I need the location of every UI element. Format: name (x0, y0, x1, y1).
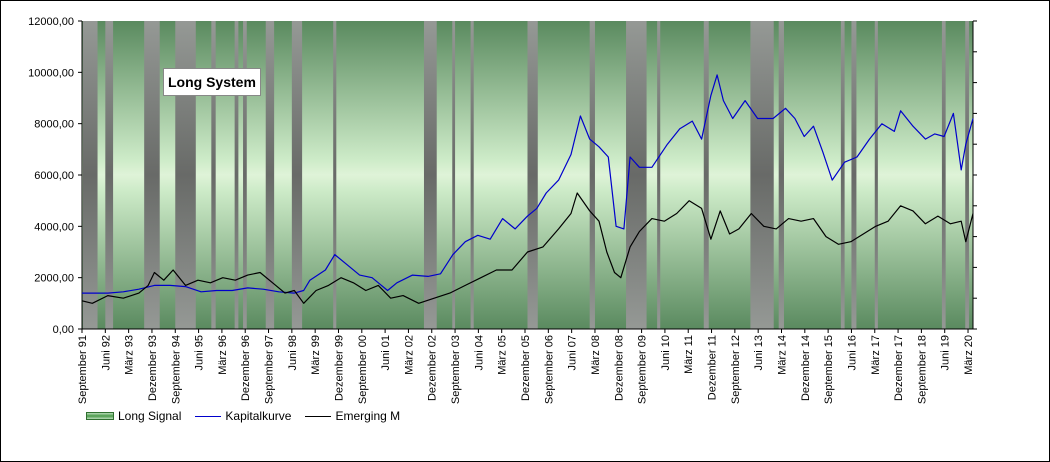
signal-band (874, 21, 878, 329)
x-tick-label: Dezember 11 (707, 335, 719, 400)
signal-band (452, 21, 456, 329)
series-line-emerging-m (81, 192, 974, 304)
x-tick-label: September 15 (823, 335, 835, 404)
signal-band (941, 21, 946, 329)
x-tick-label: März 02 (403, 335, 415, 375)
signal-band (211, 21, 216, 329)
x-tick-label: September 94 (170, 335, 182, 404)
signal-band (851, 21, 857, 329)
x-axis-ticks: September 91 Juni 92 März 93 Dezember 93 Sep… (77, 329, 975, 404)
x-tick-label: Juni 13 (753, 335, 765, 370)
signal-band (750, 21, 774, 329)
x-tick-label: Juni 95 (194, 335, 206, 370)
x-tick-label: März 08 (590, 335, 602, 375)
legend-item-long-signal: Long Signal (86, 409, 181, 423)
legend: Long Signal Kapitalkurve Emerging M (86, 406, 414, 426)
signal-band (144, 21, 160, 329)
signal-band (778, 21, 784, 329)
x-tick-label: Juni 98 (287, 335, 299, 370)
x-tick-label: Dezember 96 (240, 335, 252, 401)
y-tick-label: 10000,00 (28, 67, 74, 79)
x-tick-label: September 97 (264, 335, 276, 404)
y-tick-label: 2000,00 (34, 273, 74, 285)
legend-label-long-signal: Long Signal (118, 409, 182, 423)
x-tick-label: März 99 (310, 335, 322, 375)
y-tick-label: 8000,00 (34, 119, 74, 131)
x-tick-label: September 06 (543, 335, 555, 404)
y-tick-label: 6000,00 (34, 170, 74, 182)
signal-band (234, 21, 239, 329)
signal-band (470, 21, 474, 329)
legend-label-kapitalkurve: Kapitalkurve (225, 409, 292, 423)
signal-band (82, 21, 98, 329)
signal-band (527, 21, 538, 329)
signal-band (333, 21, 337, 329)
signal-band (840, 21, 845, 329)
x-tick-label: September 03 (450, 335, 462, 404)
chart-title: Long System (163, 68, 261, 96)
legend-swatch-kapitalkurve (195, 415, 222, 417)
y-axis-ticks: 0,00 2000,00 4000,00 6000,00 8000,00 10000,00… (28, 16, 82, 336)
signal-band (291, 21, 303, 329)
signal-bands (82, 21, 969, 329)
x-tick-label: März 17 (870, 335, 882, 375)
signal-band (703, 21, 709, 329)
legend-swatch-emerging-m (305, 415, 332, 417)
legend-item-kapitalkurve: Kapitalkurve (195, 409, 291, 423)
x-tick-label: Dezember 93 (147, 335, 159, 401)
x-tick-label: Juni 01 (380, 335, 392, 370)
legend-label-emerging-m: Emerging M (335, 409, 401, 423)
x-tick-label: Dezember 99 (333, 335, 345, 401)
legend-item-emerging-m: Emerging M (305, 409, 400, 423)
x-tick-label: Juni 10 (660, 335, 672, 370)
signal-band (265, 21, 275, 329)
x-tick-label: September 00 (357, 335, 369, 404)
x-tick-label: Juni 16 (846, 335, 858, 370)
y-tick-label: 12000,00 (28, 16, 74, 28)
x-tick-label: März 96 (217, 335, 229, 375)
x-tick-label: Juni 07 (567, 335, 579, 370)
series-lines (81, 74, 974, 304)
x-tick-label: Juni 92 (100, 335, 112, 370)
x-tick-label: Dezember 05 (520, 335, 532, 401)
signal-band (589, 21, 595, 329)
signal-band (105, 21, 114, 329)
x-tick-label: September 09 (637, 335, 649, 404)
x-tick-label: März 05 (497, 335, 509, 375)
signal-band (243, 21, 247, 329)
x-tick-label: September 12 (730, 335, 742, 404)
x-tick-label: September 18 (916, 335, 928, 404)
x-tick-label: Juni 19 (940, 335, 952, 370)
x-tick-label: Dezember 14 (800, 335, 812, 401)
x-tick-label: März 93 (124, 335, 136, 375)
x-tick-label: Dezember 08 (613, 335, 625, 401)
series-line-kapitalkurve (82, 74, 974, 294)
signal-band (657, 21, 661, 329)
signal-band (626, 21, 647, 329)
y-tick-label: 4000,00 (34, 221, 74, 233)
signal-band (965, 21, 969, 329)
x-tick-label: März 14 (776, 335, 788, 375)
x-tick-label: März 20 (963, 335, 975, 375)
y-tick-label: 0,00 (53, 324, 74, 336)
signal-band (423, 21, 437, 329)
legend-swatch-long-signal (86, 412, 114, 420)
x-tick-label: September 91 (77, 335, 89, 404)
x-tick-label: Dezember 17 (893, 335, 905, 401)
signal-band (175, 21, 196, 329)
x-tick-label: Dezember 02 (427, 335, 439, 401)
x-tick-label: März 11 (683, 335, 695, 374)
x-tick-label: Juni 04 (473, 335, 485, 370)
